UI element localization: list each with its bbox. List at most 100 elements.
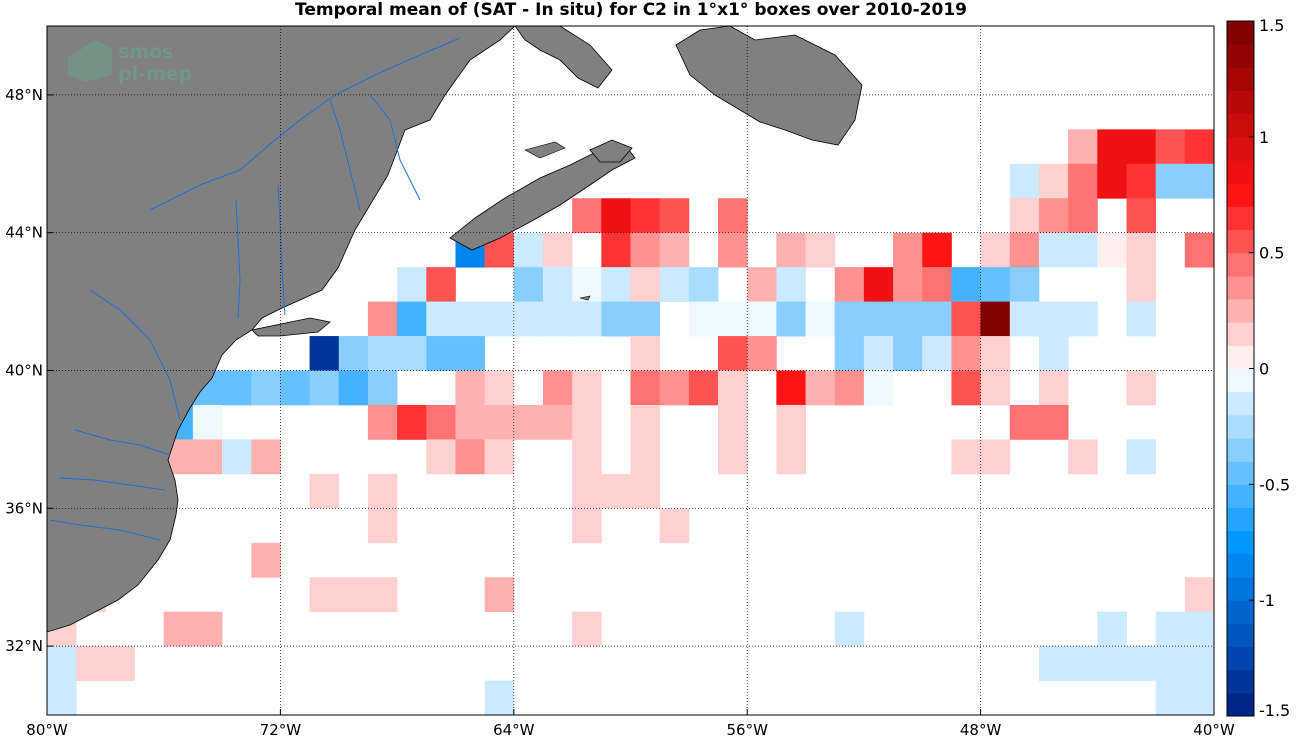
colorbar-step [1227,299,1254,323]
anomaly-cell [834,370,865,406]
anomaly-cell [397,336,427,371]
anomaly-cell [834,301,865,337]
anomaly-cell [513,267,544,302]
anomaly-cell [1068,129,1098,165]
colorbar-step [1227,577,1254,601]
anomaly-cell [1068,198,1098,234]
anomaly-cell [1126,198,1157,234]
anomaly-cell [192,404,223,440]
anomaly-cell [572,301,602,337]
axis-labels: 80°W 72°W 64°W 56°W 48°W 40°W 32°N 36°N 40°N 44°N… [5,86,1235,738]
anomaly-cell [542,370,573,406]
anomaly-cell [1097,129,1127,165]
anomaly-cell [367,301,398,337]
colorbar-tick-label: 0 [1259,360,1269,379]
colorbar-step [1227,183,1254,207]
anomaly-cell [426,267,456,302]
colorbar-step [1227,530,1254,555]
cape-breton-land [589,139,633,163]
colorbar-step [1227,646,1254,671]
anomaly-cell [601,232,631,268]
lat-tick-label: 36°N [5,499,43,517]
anomaly-cell [1155,129,1186,165]
anomaly-cell [542,267,573,302]
anomaly-cell [1155,163,1186,199]
anomaly-cell [718,198,748,234]
anomaly-cell [1184,163,1214,199]
anomaly-cell [630,336,661,371]
anomaly-cell [951,439,981,475]
colorbar-step [1227,669,1254,694]
anomaly-cell [192,439,223,475]
anomaly-cell [1068,646,1098,681]
anomaly-cell [1009,404,1040,440]
anomaly-cell [718,336,748,371]
anomaly-cell [367,370,398,406]
land-layer [47,26,863,633]
watermark-line1: smos [118,41,173,63]
anomaly-cell [1126,646,1157,681]
us-east-coast-land [47,26,516,633]
colorbar-step [1227,623,1254,647]
anomaly-cell [601,301,631,337]
colorbar-step [1227,414,1254,439]
lon-tick-label: 80°W [26,721,68,738]
anomaly-cell [1184,577,1214,613]
anomaly-cell [338,370,369,406]
anomaly-cell [834,267,865,302]
anomaly-cell [776,370,806,406]
penobscot-river [329,99,361,211]
anomaly-cell [1126,370,1157,406]
anomaly-cell [1038,370,1069,406]
colorbar-step [1227,345,1254,369]
anomaly-cell [1097,611,1127,647]
anomaly-cell [484,301,515,337]
anomaly-cell [455,336,486,371]
anomaly-cell [251,439,281,475]
anomaly-cell [718,404,748,440]
colorbar-tick-label: 0.5 [1259,244,1284,263]
anomaly-cell [309,370,340,406]
anomaly-cell [747,301,777,337]
anomaly-cell [1009,267,1040,302]
colorbar-step [1227,461,1254,485]
anomaly-cell [426,301,456,337]
anomaly-cell [1068,439,1098,475]
colorbar-step [1227,438,1254,462]
colorbar-step [1227,229,1254,254]
anomaly-cell [863,370,894,406]
watermark-line2: pi-mep [118,63,192,85]
anomaly-cell [163,611,194,647]
anomaly-cell [572,611,602,647]
anomaly-cell [601,198,631,234]
anomaly-cell [455,301,486,337]
colorbar-tick-label: -1.5 [1259,701,1290,720]
anomaly-cell [1009,301,1040,337]
anomaly-cell [1038,163,1069,199]
colorbar-step [1227,113,1254,138]
anomaly-cell [718,370,748,406]
anomaly-cell [309,577,340,613]
anomaly-cell [834,611,865,647]
lon-tick-label: 40°W [1193,721,1235,738]
anomaly-cell [1068,232,1098,268]
anomaly-cell [659,232,690,268]
smos-pimep-logo: smos pi-mep [68,40,192,85]
lon-tick-label: 48°W [960,721,1002,738]
anomaly-cell [367,473,398,509]
anomaly-cell [76,646,106,681]
saint-john-river [369,94,421,201]
anomaly-cell [1126,129,1157,165]
anomaly-cell [688,301,719,337]
anomaly-cell [951,301,981,337]
colorbar-step [1227,67,1254,91]
anomaly-cell [1038,646,1069,681]
graticule [47,26,1214,715]
anomaly-cell [951,267,981,302]
anomaly-cell [1155,680,1186,715]
connecticut-river [277,184,286,316]
anomaly-cell [893,336,923,371]
colorbar-step [1227,136,1254,161]
anomaly-cell [980,301,1011,337]
anomaly-cell [1126,232,1157,268]
